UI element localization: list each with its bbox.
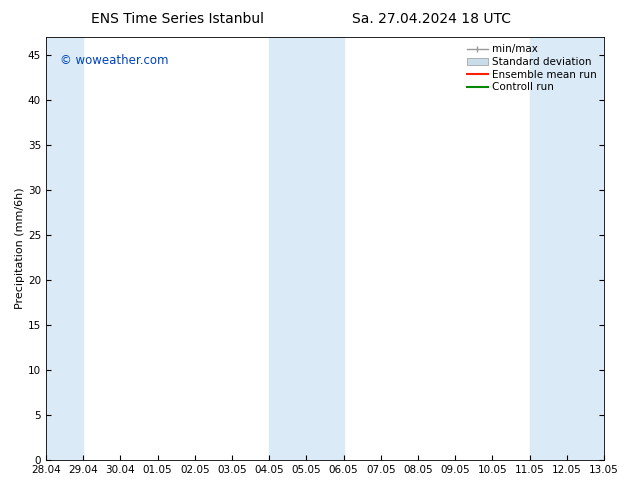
Text: ENS Time Series Istanbul: ENS Time Series Istanbul <box>91 12 264 26</box>
Text: Sa. 27.04.2024 18 UTC: Sa. 27.04.2024 18 UTC <box>352 12 510 26</box>
Legend: min/max, Standard deviation, Ensemble mean run, Controll run: min/max, Standard deviation, Ensemble me… <box>465 42 599 94</box>
Y-axis label: Precipitation (mm/6h): Precipitation (mm/6h) <box>15 188 25 309</box>
Bar <box>46 37 83 460</box>
Bar <box>269 37 344 460</box>
Text: © woweather.com: © woweather.com <box>60 54 169 67</box>
Bar <box>529 37 604 460</box>
